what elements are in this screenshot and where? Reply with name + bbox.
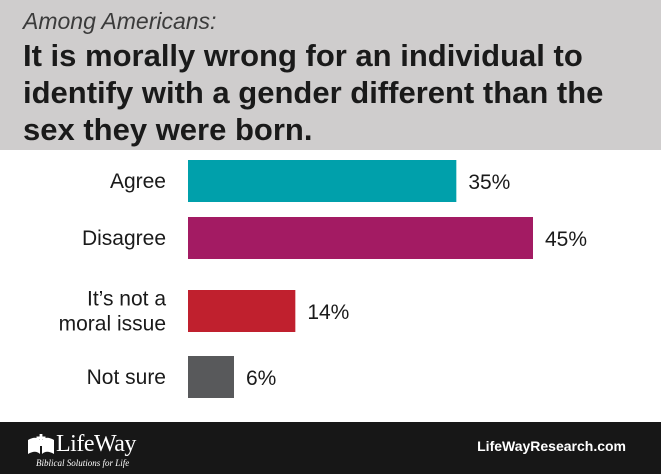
chart-title: It is morally wrong for an individual to… [23,38,604,147]
bar-0 [188,160,457,202]
header-banner: Among Americans: It is morally wrong for… [0,0,661,150]
value-label-1: 45% [545,228,587,251]
logo-wordmark: LifeWay [56,431,136,457]
value-label-0: 35% [468,171,510,194]
lifeway-logo: LifeWay Biblical Solutions for Life [26,429,176,469]
value-label-2: 14% [307,301,349,324]
website-link[interactable]: LifeWayResearch.com [477,438,626,454]
lifeway-mark-icon [28,434,54,454]
bar-chart: Agree 35% Disagree 45% It’s not a moral issue… [59,160,587,398]
category-label-3: Not sure [87,366,166,389]
value-label-3: 6% [246,367,276,390]
logo-tagline: Biblical Solutions for Life [36,458,130,468]
bar-1 [188,217,533,259]
bar-3 [188,356,234,398]
category-label-0: Agree [110,170,166,193]
footer-bar: LifeWay Biblical Solutions for Life Life… [0,422,661,474]
category-label-2: It’s not a moral issue [59,288,167,336]
bar-2 [188,290,296,332]
category-label-1: Disagree [82,227,166,250]
chart-subtitle: Among Americans: [23,8,217,34]
